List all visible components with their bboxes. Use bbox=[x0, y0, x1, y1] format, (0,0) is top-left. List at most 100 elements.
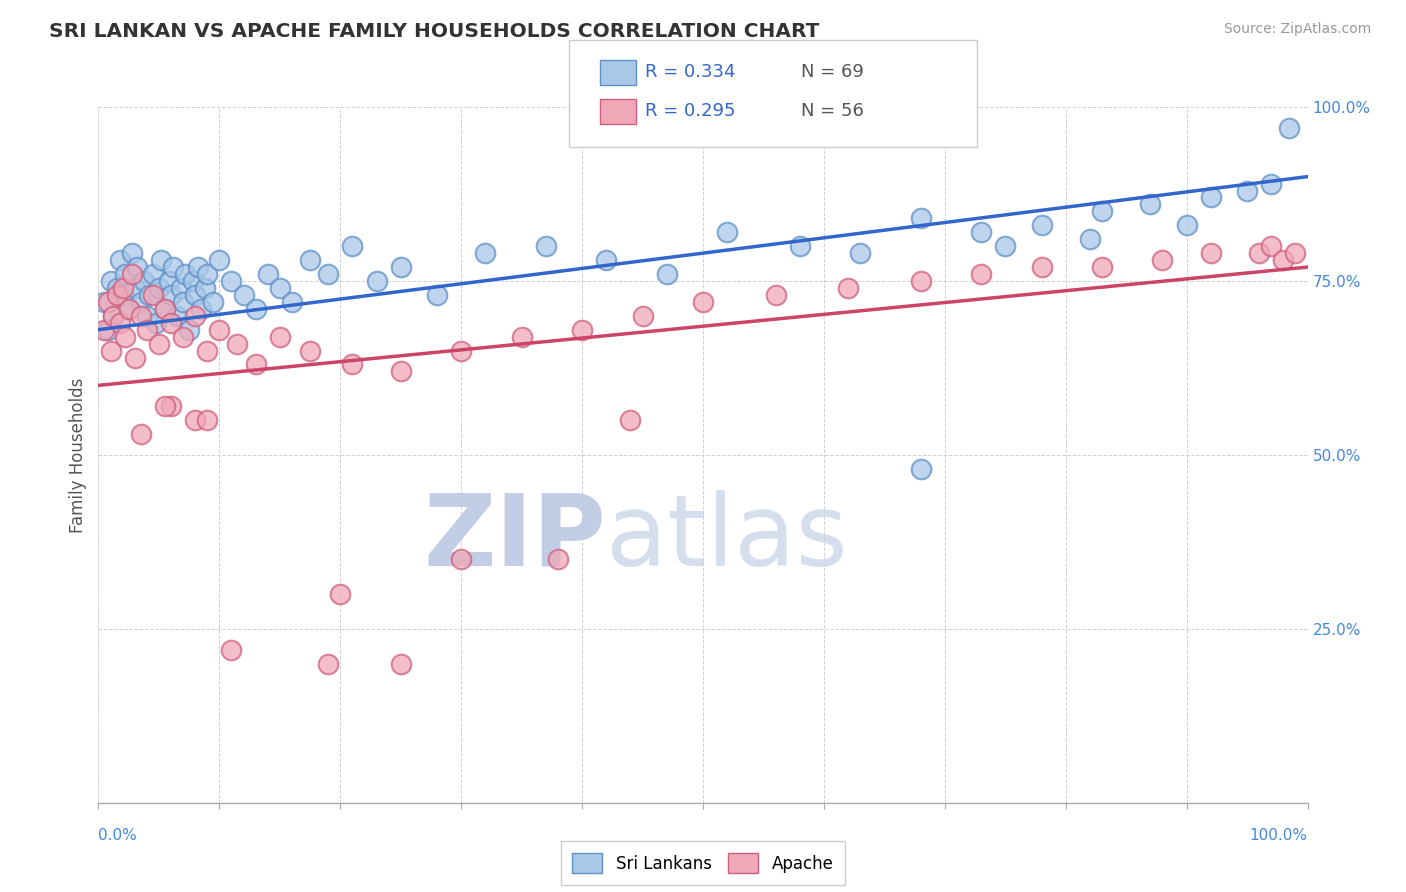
Point bbox=[1278, 120, 1301, 135]
Text: N = 69: N = 69 bbox=[801, 63, 865, 81]
Point bbox=[1031, 219, 1053, 233]
Text: Source: ZipAtlas.com: Source: ZipAtlas.com bbox=[1223, 22, 1371, 37]
Point bbox=[129, 309, 152, 323]
Point bbox=[595, 253, 617, 268]
Point bbox=[129, 294, 152, 309]
Point bbox=[1199, 246, 1222, 260]
Point bbox=[108, 316, 131, 330]
Point bbox=[148, 281, 170, 295]
Point bbox=[97, 294, 120, 309]
Point bbox=[994, 239, 1017, 253]
Point bbox=[184, 413, 207, 427]
Point bbox=[190, 301, 212, 316]
Point bbox=[849, 246, 872, 260]
Point bbox=[142, 288, 165, 302]
Point bbox=[692, 294, 714, 309]
Point bbox=[111, 281, 134, 295]
Point bbox=[426, 288, 449, 302]
Point bbox=[135, 309, 157, 323]
Point bbox=[153, 301, 176, 316]
Point bbox=[316, 657, 339, 671]
Point bbox=[101, 309, 124, 323]
Point bbox=[547, 552, 569, 566]
Point bbox=[184, 309, 207, 323]
Point bbox=[105, 288, 128, 302]
Point bbox=[245, 301, 267, 316]
Text: R = 0.295: R = 0.295 bbox=[645, 103, 735, 120]
Point bbox=[256, 267, 278, 281]
Point bbox=[150, 253, 173, 268]
Point bbox=[221, 274, 243, 288]
Legend: Sri Lankans, Apache: Sri Lankans, Apache bbox=[561, 841, 845, 885]
Point bbox=[181, 274, 204, 288]
Point bbox=[329, 587, 352, 601]
Point bbox=[134, 274, 156, 288]
Point bbox=[118, 301, 141, 316]
Point bbox=[1091, 204, 1114, 219]
Point bbox=[1139, 197, 1161, 211]
Text: 100.0%: 100.0% bbox=[1250, 828, 1308, 843]
Point bbox=[160, 316, 183, 330]
Point bbox=[450, 343, 472, 358]
Point bbox=[97, 323, 120, 337]
Point bbox=[166, 309, 188, 323]
Point bbox=[1091, 260, 1114, 274]
Point bbox=[298, 253, 321, 268]
Point bbox=[153, 301, 176, 316]
Point bbox=[765, 288, 787, 302]
Point bbox=[121, 267, 143, 281]
Point bbox=[160, 288, 183, 302]
Point bbox=[571, 323, 593, 337]
Point bbox=[169, 281, 191, 295]
Point bbox=[1260, 239, 1282, 253]
Point bbox=[160, 399, 183, 413]
Point bbox=[172, 329, 194, 343]
Point bbox=[184, 288, 207, 302]
Point bbox=[789, 239, 811, 253]
Point bbox=[389, 260, 412, 274]
Point bbox=[195, 413, 218, 427]
Point bbox=[100, 274, 122, 288]
Point bbox=[145, 316, 167, 330]
Point bbox=[837, 281, 859, 295]
Point bbox=[93, 294, 115, 309]
Point bbox=[124, 351, 146, 365]
Point bbox=[172, 294, 194, 309]
Point bbox=[269, 281, 291, 295]
Point bbox=[655, 267, 678, 281]
Point bbox=[118, 301, 141, 316]
Point bbox=[534, 239, 557, 253]
Text: SRI LANKAN VS APACHE FAMILY HOUSEHOLDS CORRELATION CHART: SRI LANKAN VS APACHE FAMILY HOUSEHOLDS C… bbox=[49, 22, 820, 41]
Point bbox=[174, 267, 197, 281]
Point bbox=[316, 267, 339, 281]
Point bbox=[1272, 253, 1295, 268]
Point bbox=[138, 288, 160, 302]
Point bbox=[1078, 232, 1101, 246]
Point bbox=[124, 281, 146, 295]
Point bbox=[631, 309, 654, 323]
Text: R = 0.334: R = 0.334 bbox=[645, 63, 735, 81]
Point bbox=[1199, 190, 1222, 204]
Point bbox=[135, 323, 157, 337]
Point bbox=[510, 329, 533, 343]
Point bbox=[970, 267, 993, 281]
Point bbox=[221, 642, 243, 657]
Point bbox=[910, 211, 932, 226]
Point bbox=[194, 281, 217, 295]
Point bbox=[162, 260, 184, 274]
Point bbox=[1249, 246, 1271, 260]
Point bbox=[281, 294, 304, 309]
Point bbox=[153, 399, 176, 413]
Point bbox=[202, 294, 225, 309]
Point bbox=[1031, 260, 1053, 274]
Point bbox=[195, 267, 218, 281]
Point bbox=[269, 329, 291, 343]
Point bbox=[105, 281, 128, 295]
Point bbox=[127, 260, 149, 274]
Text: ZIP: ZIP bbox=[423, 490, 606, 587]
Point bbox=[108, 253, 131, 268]
Point bbox=[910, 462, 932, 476]
Text: N = 56: N = 56 bbox=[801, 103, 865, 120]
Point bbox=[232, 288, 254, 302]
Point bbox=[114, 267, 136, 281]
